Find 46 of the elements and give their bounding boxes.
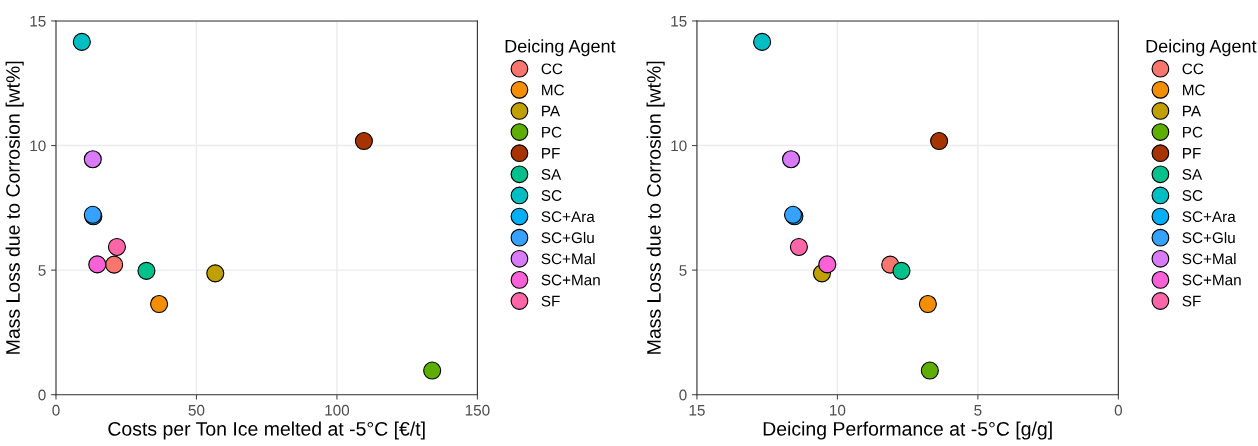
legend-label: PA bbox=[1183, 105, 1202, 117]
y-axis-title: Mass Loss due to Corrosion [wt%] bbox=[646, 61, 665, 354]
y-tick-label: 0 bbox=[679, 389, 687, 401]
legend-label: SC+Glu bbox=[541, 231, 594, 244]
y-tick-label: 5 bbox=[679, 265, 687, 276]
y-tick-label: 15 bbox=[30, 15, 46, 27]
x-tick-label: 0 bbox=[1114, 404, 1123, 416]
legend-label: SF bbox=[1182, 295, 1201, 307]
x-tick-label: 10 bbox=[830, 404, 846, 416]
legend-title: Deicing Agent bbox=[505, 39, 616, 57]
legend-label: PA bbox=[542, 105, 561, 117]
legend-label: MC bbox=[1183, 84, 1205, 96]
legend-label: SC+Man bbox=[1182, 274, 1241, 286]
legend-label: SF bbox=[541, 295, 560, 307]
x-tick-label: 100 bbox=[325, 404, 350, 416]
legend-label: SC+Ara bbox=[541, 211, 595, 223]
legend-label: MC bbox=[542, 84, 565, 96]
legend-label: SA bbox=[541, 168, 562, 180]
y-tick-label: 5 bbox=[38, 265, 46, 276]
x-axis-title: Deicing Performance at -5°C [g/g] bbox=[763, 421, 1052, 440]
legend-label: PF bbox=[542, 148, 560, 159]
legend-label: SC+Mal bbox=[541, 253, 595, 265]
legend-label: CC bbox=[1182, 63, 1204, 75]
legend-label: SC+Man bbox=[541, 274, 600, 286]
x-tick-label: 15 bbox=[689, 404, 705, 416]
legend-label: PF bbox=[1183, 148, 1201, 159]
legend-label: SC+Mal bbox=[1182, 253, 1236, 265]
x-axis-title: Costs per Ton Ice melted at -5°C [€/t] bbox=[108, 421, 425, 440]
legend-label: SC bbox=[1182, 190, 1203, 201]
x-tick-label: 5 bbox=[974, 404, 982, 416]
x-tick-label: 150 bbox=[465, 404, 490, 416]
y-tick-label: 0 bbox=[38, 389, 46, 401]
y-tick-label: 10 bbox=[671, 140, 687, 152]
legend-label: PC bbox=[542, 126, 562, 138]
legend-title: Deicing Agent bbox=[1146, 39, 1257, 57]
x-tick-label: 0 bbox=[52, 404, 60, 416]
legend-label: PC bbox=[1183, 126, 1203, 138]
x-tick-label: 50 bbox=[188, 404, 205, 416]
legend-label: SC+Ara bbox=[1182, 211, 1236, 223]
legend-label: SA bbox=[1182, 168, 1203, 180]
legend-label: SC bbox=[541, 190, 562, 201]
y-axis-title: Mass Loss due to Corrosion [wt%] bbox=[5, 61, 24, 354]
y-tick-label: 15 bbox=[671, 15, 687, 27]
legend-label: CC bbox=[541, 63, 563, 75]
y-tick-label: 10 bbox=[30, 140, 46, 152]
legend-label: SC+Glu bbox=[1182, 231, 1235, 244]
